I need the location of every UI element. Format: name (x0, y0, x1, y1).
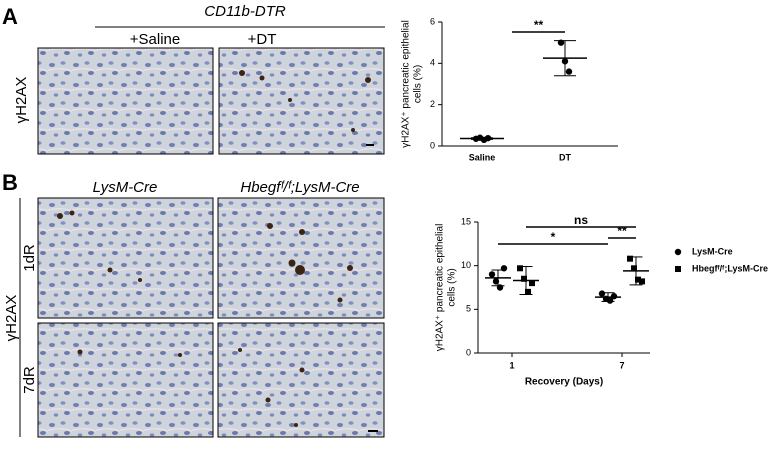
panel-header: CD11b-DTR (204, 3, 286, 20)
y-tick-label: 15 (461, 216, 471, 226)
x-tick-label: 7 (619, 360, 624, 370)
scale-bar (366, 144, 374, 146)
row-label: 7dR (21, 366, 38, 394)
micrograph (37, 197, 214, 319)
significance-label: * (551, 230, 556, 244)
column-label: LysM-Cre (93, 179, 158, 196)
stain-label: γH2AX (3, 295, 20, 342)
y-tick-label: 4 (430, 58, 435, 68)
y-tick-label: 0 (466, 347, 471, 357)
y-axis-label: γH2AX⁺ pancreatic epithelial (435, 224, 446, 352)
row-label: 1dR (21, 244, 38, 272)
panel-label: A (2, 4, 18, 29)
data-point (631, 265, 637, 272)
data-point (525, 288, 531, 295)
condition-label: +DT (248, 31, 277, 48)
data-point (639, 278, 645, 285)
data-point (565, 68, 573, 75)
micrograph (218, 47, 385, 155)
micrograph (37, 322, 214, 438)
micrograph (217, 197, 385, 319)
data-point (598, 290, 606, 297)
y-tick-label: 0 (430, 140, 435, 150)
significance-label: ns (574, 213, 588, 227)
y-tick-label: 10 (461, 260, 471, 270)
y-axis-label: cells (%) (447, 268, 458, 306)
micrograph (37, 47, 214, 155)
y-axis-label: cells (%) (413, 65, 424, 103)
data-point (488, 271, 496, 278)
data-point (517, 265, 523, 272)
stain-label: γH2AX (13, 77, 30, 124)
legend-label: LysM-Cre (692, 246, 733, 256)
panel-label: B (2, 170, 18, 195)
stained-nuclei (57, 210, 353, 427)
column-label: Hbegfᶠ/ᶠ;LysM-Cre (240, 179, 359, 196)
y-tick-label: 5 (466, 304, 471, 314)
data-point (521, 275, 527, 282)
data-point (675, 266, 681, 272)
stained-nuclei (239, 70, 371, 132)
data-point (674, 248, 682, 256)
data-point (529, 280, 535, 287)
data-point (627, 255, 633, 262)
scale-bar (368, 430, 378, 432)
significance-label: ** (617, 224, 627, 238)
y-axis-label: γH2AX⁺ pancreatic epithelial (401, 20, 412, 148)
y-tick-label: 2 (430, 99, 435, 109)
x-tick-label: Saline (469, 152, 496, 162)
x-tick-label: 1 (509, 360, 514, 370)
legend-label: Hbegfᶠ/ᶠ;LysM-Cre (692, 263, 768, 273)
data-point (610, 293, 618, 300)
data-point (635, 276, 641, 283)
micrograph (217, 322, 385, 438)
x-tick-label: DT (559, 152, 571, 162)
x-axis-label: Recovery (Days) (525, 377, 603, 388)
y-tick-label: 6 (430, 16, 435, 26)
significance-label: ** (534, 18, 544, 32)
condition-label: +Saline (130, 31, 180, 48)
